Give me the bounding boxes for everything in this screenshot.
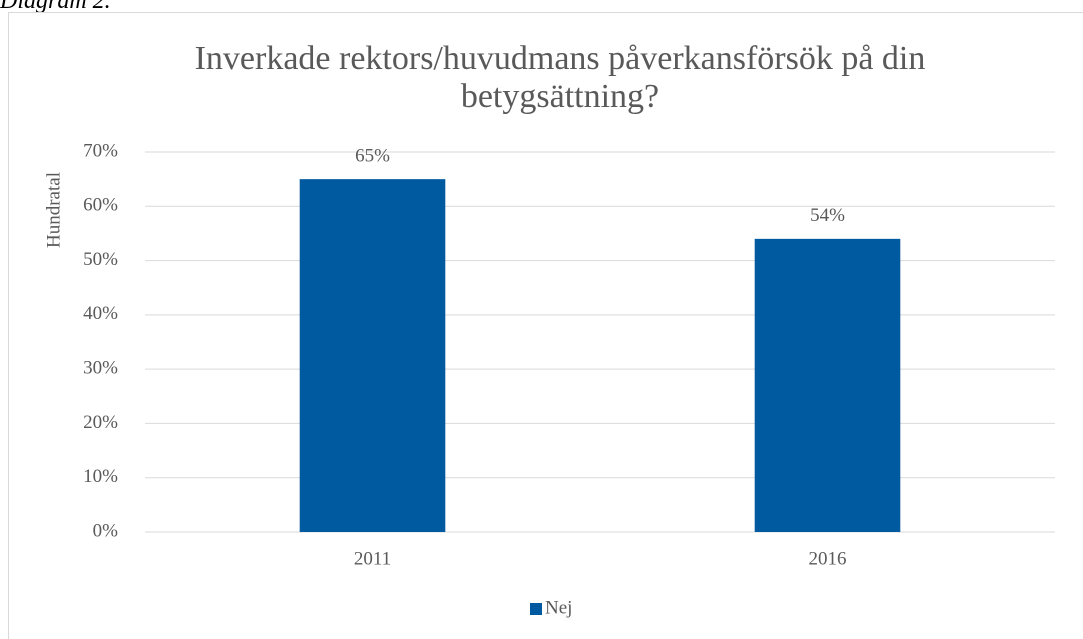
data-label: 65% [355, 146, 390, 167]
legend-swatch [530, 603, 542, 615]
data-label: 54% [810, 205, 845, 226]
y-tick-label: 0% [93, 520, 119, 541]
y-tick-label: 70% [83, 140, 118, 161]
y-tick-label: 30% [83, 358, 118, 379]
bar [754, 238, 901, 532]
chart-title: Inverkade rektors/huvudmans påverkansför… [194, 40, 926, 115]
y-tick-label: 60% [83, 195, 118, 216]
x-tick-label: 2016 [809, 548, 847, 569]
y-tick-label: 20% [83, 412, 118, 433]
legend-label: Nej [545, 597, 572, 618]
y-tick-label: 40% [83, 303, 118, 324]
caption: Diagram 2. [0, 0, 111, 14]
chart-frame [8, 12, 1083, 639]
bar [299, 179, 446, 532]
y-tick-label: 10% [83, 466, 118, 487]
y-axis-label: Hundratal [43, 172, 64, 248]
x-tick-label: 2011 [354, 548, 391, 569]
y-tick-label: 50% [83, 249, 118, 270]
